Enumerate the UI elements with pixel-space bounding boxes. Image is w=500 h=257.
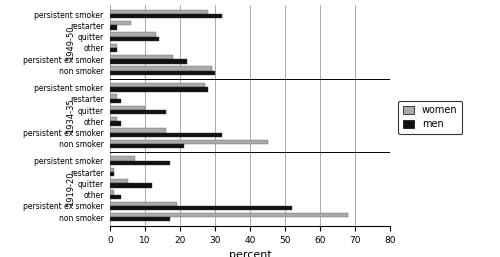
Bar xyxy=(110,201,176,206)
Bar xyxy=(110,121,120,126)
Bar xyxy=(110,144,184,148)
Bar xyxy=(110,59,187,63)
Bar xyxy=(110,55,173,59)
Bar xyxy=(110,172,114,176)
Bar xyxy=(110,48,117,52)
Bar xyxy=(110,87,208,92)
Bar xyxy=(110,157,134,161)
Bar xyxy=(110,14,222,19)
Legend: women, men: women, men xyxy=(398,100,462,134)
Bar xyxy=(110,44,117,48)
Bar xyxy=(110,25,117,30)
Bar xyxy=(110,206,292,210)
Bar xyxy=(110,99,120,103)
Bar xyxy=(110,213,348,217)
Bar xyxy=(110,83,204,87)
Bar xyxy=(110,179,128,183)
Bar xyxy=(110,161,170,165)
Bar xyxy=(110,37,159,41)
Bar xyxy=(110,32,156,37)
Text: 1949-50: 1949-50 xyxy=(66,25,76,60)
Text: 1919-20: 1919-20 xyxy=(66,172,76,206)
Bar xyxy=(110,133,222,137)
Bar xyxy=(110,106,145,110)
Bar xyxy=(110,128,166,133)
Text: 1934-35: 1934-35 xyxy=(66,98,76,133)
Bar xyxy=(110,190,114,195)
Bar xyxy=(110,66,212,70)
Bar xyxy=(110,10,208,14)
Bar xyxy=(110,70,215,75)
X-axis label: percent: percent xyxy=(228,250,272,257)
Bar xyxy=(110,21,131,25)
Bar xyxy=(110,195,120,199)
Bar xyxy=(110,140,268,144)
Bar xyxy=(110,217,170,222)
Bar xyxy=(110,117,117,121)
Bar xyxy=(110,95,117,99)
Bar xyxy=(110,110,166,114)
Bar xyxy=(110,183,152,188)
Bar xyxy=(110,168,114,172)
